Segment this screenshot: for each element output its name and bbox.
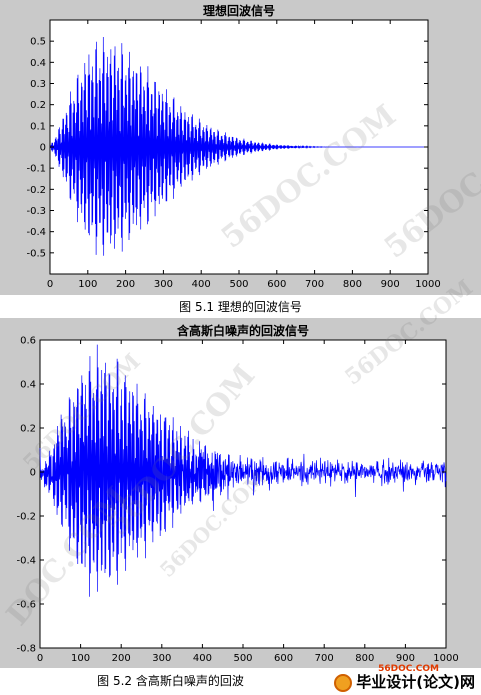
x-tick-label: 1000 — [415, 279, 440, 290]
chart-title: 理想回波信号 — [203, 3, 275, 18]
x-tick-label: 200 — [116, 279, 135, 290]
logo-text: 毕业设计(论文)网 — [356, 673, 475, 691]
y-tick-label: -0.3 — [26, 206, 46, 217]
signal-line — [49, 37, 428, 256]
y-tick-label: 0.2 — [30, 100, 46, 111]
y-tick-label: 0 — [40, 143, 46, 154]
figure-1-caption: 图 5.1 理想的回波信号 — [179, 300, 302, 314]
x-tick-label: 800 — [355, 653, 374, 664]
x-tick-label: 0 — [37, 653, 43, 664]
x-tick-label: 500 — [229, 279, 248, 290]
y-tick-label: 0.5 — [30, 37, 46, 48]
x-tick-label: 700 — [315, 653, 334, 664]
y-tick-label: 0.3 — [30, 79, 46, 90]
figure-2-caption: 图 5.2 含高斯白噪声的回波 — [97, 674, 244, 688]
ideal-echo-chart: 理想回波信号 0 100 200 300 400 500 600 700 800 900 1000 -0… — [26, 3, 440, 290]
y-tick-label: -0.2 — [26, 185, 46, 196]
y-tick-label: -0.4 — [26, 227, 46, 238]
y-tick-label: -0.2 — [16, 512, 36, 523]
x-tick-label: 600 — [267, 279, 286, 290]
site-logo: 56DOC.COM 毕业设计(论文)网 — [334, 664, 475, 692]
logo-url: 56DOC.COM — [378, 664, 439, 674]
x-tick-label: 600 — [274, 653, 293, 664]
y-tick-label: 0.2 — [20, 424, 36, 435]
y-tick-label: 0.4 — [30, 58, 46, 69]
y-tick-label: 0.1 — [30, 121, 46, 132]
noisy-echo-chart: 含高斯白噪声的回波信号 0 100 200 300 400 500 600 700 800 900 1… — [16, 323, 458, 664]
x-tick-label: 100 — [71, 653, 90, 664]
x-tick-label: 900 — [396, 653, 415, 664]
x-tick-label: 200 — [112, 653, 131, 664]
figure-2-panel: 含高斯白噪声的回波信号 0 100 200 300 400 500 600 700 800 900 1… — [0, 318, 481, 668]
x-tick-label: 500 — [233, 653, 252, 664]
x-tick-label: 0 — [47, 279, 53, 290]
chart-title: 含高斯白噪声的回波信号 — [177, 323, 309, 338]
x-tick-label: 700 — [305, 279, 324, 290]
x-tick-label: 300 — [152, 653, 171, 664]
y-tick-label: 0.6 — [20, 336, 36, 347]
x-tick-label: 400 — [192, 279, 211, 290]
signal-line — [39, 344, 447, 597]
y-tick-label: -0.5 — [26, 248, 46, 259]
x-tick-label: 1000 — [433, 653, 458, 664]
y-tick-label: 0.4 — [20, 380, 36, 391]
x-tick-label: 400 — [193, 653, 212, 664]
y-tick-label: -0.6 — [16, 600, 36, 611]
y-tick-label: 0 — [30, 468, 36, 479]
x-tick-label: 100 — [78, 279, 97, 290]
y-tick-label: -0.1 — [26, 164, 46, 175]
y-tick-label: -0.4 — [16, 556, 36, 567]
y-tick-label: -0.8 — [16, 644, 36, 655]
logo-emblem-icon — [334, 674, 353, 692]
x-tick-label: 300 — [154, 279, 173, 290]
figure-1-panel: 理想回波信号 0 100 200 300 400 500 600 700 800 900 1000 -0… — [0, 0, 481, 295]
x-tick-label: 900 — [381, 279, 400, 290]
x-tick-label: 800 — [343, 279, 362, 290]
